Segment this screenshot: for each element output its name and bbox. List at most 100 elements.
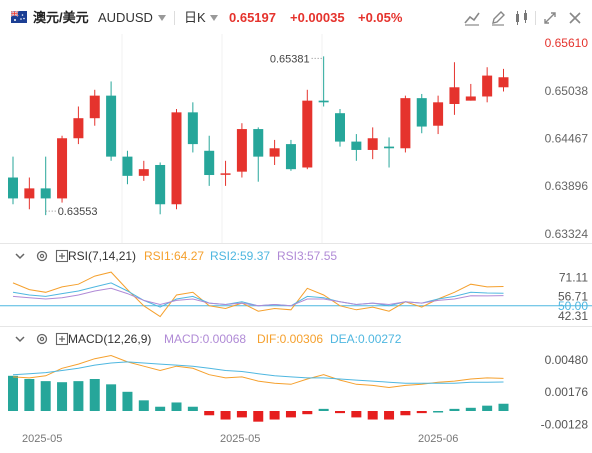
period-dropdown-icon[interactable] — [210, 15, 218, 21]
x-axis-label: 2025-06 — [418, 433, 459, 445]
dropdown-arrow-icon[interactable] — [158, 15, 166, 21]
rsi1-value: RSI1:64.27 — [144, 249, 205, 263]
candle — [351, 141, 362, 150]
macd-value: MACD:0.00068 — [164, 332, 247, 346]
macd-histogram-bar — [498, 403, 509, 411]
rsi-title: RSI(7,14,21) — [68, 249, 137, 263]
price-tick-label: 0.63324 — [545, 227, 589, 241]
macd-histogram-bar — [57, 382, 68, 411]
x-axis-label: 2025-05 — [22, 433, 63, 445]
rsi-tick-label: 71.11 — [559, 270, 588, 284]
macd-histogram-bar — [269, 411, 280, 420]
edit-icon[interactable] — [488, 8, 508, 28]
macd-histogram-bar — [122, 391, 133, 411]
pair-name: 澳元/美元 — [33, 10, 89, 25]
price-tick-label: 0.65610 — [545, 36, 589, 50]
macd-tick-label: 0.00176 — [545, 385, 589, 399]
candle — [171, 112, 182, 205]
candle — [138, 169, 149, 176]
divider — [535, 11, 536, 25]
candle — [187, 112, 198, 145]
candle — [416, 98, 427, 127]
macd-histogram-bar — [204, 411, 215, 416]
price-tick-label: 0.65038 — [545, 84, 589, 98]
collapse-icon[interactable] — [13, 332, 27, 346]
candle — [40, 188, 51, 199]
dea-value: DEA:0.00272 — [330, 332, 402, 346]
header-bar: 澳元/美元 AUDUSD 日K 0.65197 +0.00035 +0.05% — [0, 0, 592, 34]
macd-title: MACD(12,26,9) — [68, 332, 152, 346]
dea-line — [12, 361, 504, 384]
indicator-icon[interactable] — [512, 8, 532, 28]
candle — [24, 188, 35, 199]
pane-divider — [0, 243, 592, 244]
macd-histogram-bar — [8, 375, 18, 411]
candle — [269, 148, 280, 157]
macd-histogram-bar — [449, 408, 460, 411]
settings-gear-icon[interactable] — [35, 332, 49, 346]
candle — [482, 75, 493, 97]
price-tick-label: 0.63896 — [545, 179, 589, 193]
candle — [335, 113, 345, 142]
macd-histogram-bar — [155, 406, 166, 411]
macd-tick-label: 0.00480 — [545, 353, 589, 367]
macd-histogram-bar — [351, 411, 362, 418]
settings-gear-icon[interactable] — [35, 249, 49, 263]
x-axis-label: 2025-05 — [220, 433, 261, 445]
macd-histogram-bar — [302, 411, 313, 415]
pane-divider — [0, 326, 592, 327]
macd-histogram-bar — [73, 381, 84, 411]
rsi-tick-label: 56.71 — [558, 290, 588, 304]
macd-histogram-bar — [106, 384, 117, 411]
rsi-tick-label: 42.31 — [558, 309, 588, 323]
chart-type-icon[interactable] — [462, 8, 482, 28]
macd-tick-label: -0.00128 — [541, 418, 589, 429]
candle — [106, 95, 117, 157]
candle — [285, 144, 296, 170]
divider — [174, 11, 175, 25]
candle — [73, 118, 84, 139]
macd-histogram-bar — [236, 411, 247, 418]
macd-chart[interactable]: 0.00480 0.00176 -0.00128 — [0, 327, 592, 429]
candle — [57, 138, 68, 199]
close-icon[interactable] — [565, 8, 585, 28]
macd-histogram-bar — [482, 405, 493, 411]
candle — [400, 98, 411, 149]
macd-histogram-bar — [220, 411, 231, 420]
price-change-percent: +0.05% — [358, 10, 403, 25]
price-tick-label: 0.64467 — [545, 132, 589, 146]
dif-line — [12, 354, 504, 389]
candle — [302, 100, 313, 168]
macd-histogram-bar — [89, 379, 100, 411]
macd-histogram-bar — [433, 411, 444, 413]
candle — [465, 96, 476, 101]
candle — [8, 177, 18, 199]
macd-histogram-bar — [335, 411, 345, 414]
candle — [449, 87, 460, 104]
macd-histogram-bar — [171, 402, 182, 411]
x-axis: 2025-05 2025-05 2025-06 — [0, 429, 592, 453]
low-price-label: 0.63553 — [58, 206, 98, 218]
last-price: 0.65197 — [229, 10, 276, 25]
fullscreen-icon[interactable] — [540, 8, 560, 28]
rsi-tick-label: 50.00 — [558, 299, 588, 313]
macd-histogram-bar — [138, 400, 149, 411]
macd-histogram-bar — [416, 411, 427, 414]
candle — [89, 95, 100, 119]
macd-histogram-bar — [400, 411, 411, 416]
macd-histogram-bar — [187, 406, 198, 411]
candle — [318, 100, 329, 103]
macd-histogram-bar — [367, 411, 378, 420]
period-selector[interactable]: 日K — [184, 10, 206, 25]
candle — [155, 164, 166, 205]
candlestick-chart[interactable]: 0.65381 0.63553 0.65610 0.65038 0.64467 0.63… — [0, 34, 592, 244]
macd-histogram-bar — [285, 411, 296, 418]
dif-value: DIF:0.00306 — [257, 332, 324, 346]
high-price-label: 0.65381 — [270, 53, 310, 65]
macd-histogram-bar — [465, 407, 476, 411]
collapse-icon[interactable] — [13, 249, 27, 263]
expand-plus-icon[interactable] — [55, 332, 69, 346]
expand-plus-icon[interactable] — [55, 249, 69, 263]
macd-histogram-bar — [384, 411, 395, 420]
